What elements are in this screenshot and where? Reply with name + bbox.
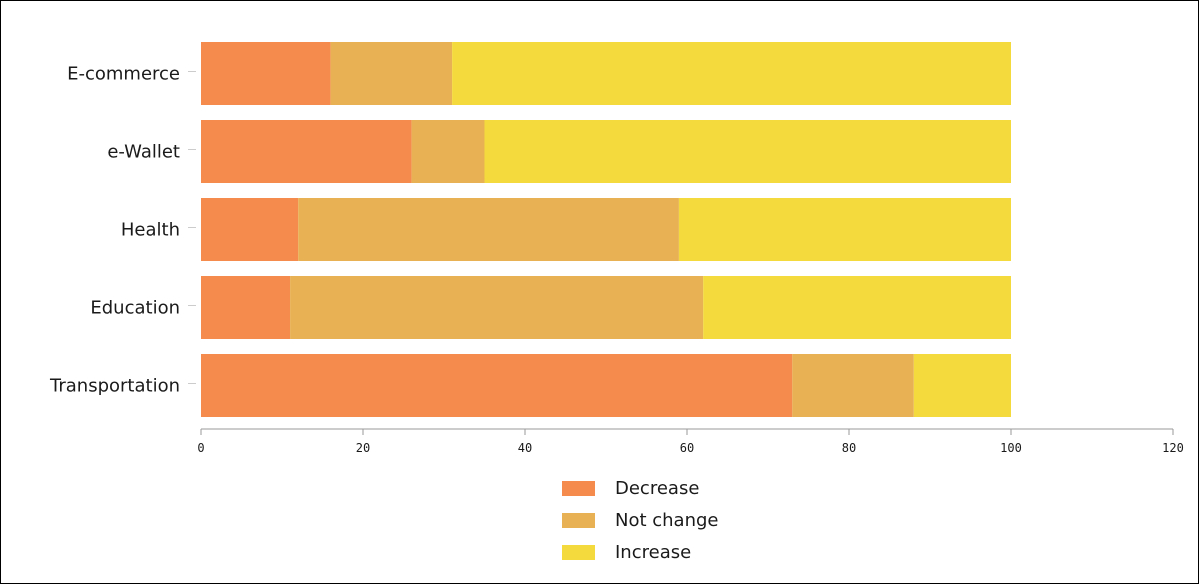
legend: Decrease Not change Increase <box>562 478 719 563</box>
bar-e-commerce-not-change <box>330 42 453 105</box>
bar-e-wallet-decrease <box>201 120 412 183</box>
legend-swatch-not-change <box>562 513 595 528</box>
legend-label-increase: Increase <box>615 542 691 563</box>
bar-transportation-increase <box>913 354 1011 417</box>
x-tick-label: 0 <box>197 441 204 455</box>
bar-transportation-decrease <box>201 354 793 417</box>
x-tick-label: 60 <box>680 441 694 455</box>
bar-e-commerce-increase <box>452 42 1012 105</box>
bar-health-not-change <box>298 198 679 261</box>
legend-swatch-decrease <box>562 481 595 496</box>
bar-health-increase <box>678 198 1011 261</box>
x-tick-label: 80 <box>842 441 856 455</box>
category-label: Transportation <box>49 376 180 397</box>
axes-group: E-commerce e-Wallet Health Education Transpo… <box>49 64 1184 456</box>
legend-label-not-change: Not change <box>615 510 719 531</box>
legend-label-decrease: Decrease <box>615 478 699 499</box>
bar-education-not-change <box>290 276 704 339</box>
category-label: E-commerce <box>67 64 180 85</box>
bar-e-wallet-not-change <box>411 120 485 183</box>
x-tick-label: 120 <box>1162 441 1184 455</box>
bar-e-wallet-increase <box>484 120 1011 183</box>
x-tick-label: 20 <box>356 441 370 455</box>
category-label: Education <box>90 298 180 319</box>
x-tick-label: 40 <box>518 441 532 455</box>
legend-swatch-increase <box>562 545 595 560</box>
bar-education-decrease <box>201 276 291 339</box>
bar-transportation-not-change <box>792 354 914 417</box>
bar-education-increase <box>703 276 1011 339</box>
category-label: Health <box>121 220 180 241</box>
bar-health-decrease <box>201 198 299 261</box>
x-tick-label: 100 <box>1000 441 1022 455</box>
bars-group <box>201 42 1012 417</box>
category-label: e-Wallet <box>107 142 180 163</box>
bar-e-commerce-decrease <box>201 42 331 105</box>
